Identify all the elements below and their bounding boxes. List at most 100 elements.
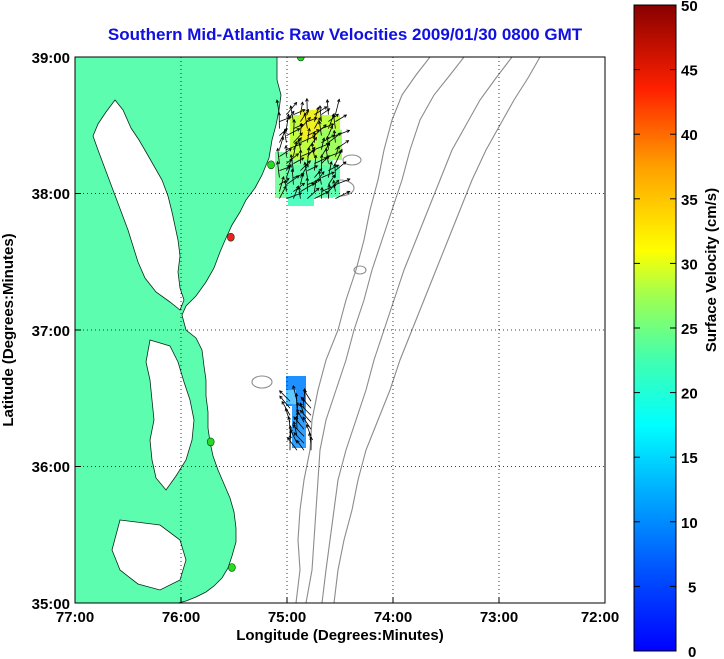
velocity-arrow: [335, 130, 350, 136]
velocity-arrowhead: [319, 154, 324, 158]
velocity-arrowhead: [346, 129, 351, 133]
velocity-arrowhead: [289, 105, 293, 109]
velocity-arrow: [303, 390, 312, 402]
velocity-arrow: [292, 424, 305, 437]
velocity-arrow: [335, 178, 350, 185]
velocity-arrow: [293, 185, 299, 199]
velocity-arrow: [293, 157, 304, 164]
velocity-arrowhead: [324, 147, 329, 152]
x-tick-label: 72:00: [581, 609, 619, 626]
velocity-arrowhead: [307, 127, 311, 132]
velocity-arrowhead: [287, 436, 291, 441]
velocity-arrowhead: [320, 186, 324, 191]
velocity-arrow: [335, 114, 347, 122]
velocity-arrowhead: [285, 178, 290, 182]
velocity-arrow: [325, 148, 329, 164]
velocity-arrowhead: [276, 160, 280, 165]
velocity-arrow: [314, 180, 317, 192]
velocity-arrowhead: [288, 163, 292, 168]
velocity-arrowhead: [318, 168, 323, 172]
velocity-arrowhead: [332, 129, 337, 134]
velocity-arrowhead: [327, 183, 331, 188]
velocity-arrow: [279, 178, 290, 185]
velocity-arrowhead: [308, 432, 312, 436]
velocity-arrow: [300, 109, 309, 122]
velocity-arrow: [286, 143, 302, 150]
velocity-arrowhead: [335, 164, 340, 168]
velocity-arrowhead: [298, 137, 302, 141]
velocity-arrowhead: [315, 187, 320, 192]
velocity-arrowhead: [294, 392, 299, 397]
colorbar-label: Surface Velocity (cm/s): [703, 188, 720, 352]
velocity-arrowhead: [345, 140, 350, 144]
velocity-arrowhead: [317, 120, 322, 125]
colorbar-tick-marks: [634, 4, 676, 652]
velocity-arrow: [293, 132, 303, 143]
velocity-arrow: [321, 137, 325, 150]
velocity-arrowhead: [300, 172, 305, 177]
velocity-arrowhead: [303, 389, 308, 394]
colorbar-tick-label: 15: [681, 450, 698, 467]
velocity-arrowhead: [335, 179, 340, 184]
velocity-arrow: [298, 187, 301, 199]
velocity-arrowhead: [346, 190, 351, 195]
velocity-arrowhead: [331, 174, 336, 179]
velocity-arrowhead: [287, 416, 291, 420]
y-tick-label: 35:00: [32, 596, 70, 613]
x-tick-label: 76:00: [162, 609, 200, 626]
velocity-arrowhead: [335, 113, 340, 118]
velocity-arrow: [314, 143, 330, 150]
velocity-arrowhead: [325, 191, 329, 195]
colorbar-tick-label: 35: [681, 192, 698, 209]
velocity-arrow: [296, 440, 305, 451]
velocity-arrow: [279, 176, 285, 192]
velocity-arrowhead: [292, 385, 296, 389]
velocity-arrow: [279, 148, 292, 157]
velocity-arrowhead: [343, 114, 348, 118]
velocity-arrowhead: [300, 101, 304, 106]
velocity-arrowhead: [317, 117, 321, 121]
velocity-arrowhead: [325, 99, 330, 103]
velocity-arrowhead: [307, 146, 311, 151]
velocity-arrow: [279, 390, 291, 402]
velocity-arrow: [300, 396, 312, 409]
velocity-arrow: [290, 105, 294, 122]
velocity-arrow: [319, 105, 322, 122]
velocity-arrowhead: [330, 171, 335, 175]
x-tick-label: 77:00: [56, 609, 94, 626]
velocity-arrowhead: [316, 129, 320, 133]
velocity-arrowhead: [302, 416, 306, 421]
velocity-arrowhead: [336, 98, 341, 103]
station-marker: [227, 232, 235, 242]
colorbar-tick-label: 25: [681, 321, 698, 338]
velocity-arrowhead: [293, 101, 298, 106]
velocity-arrow: [333, 114, 336, 129]
velocity-arrow: [307, 165, 318, 171]
velocity-arrow: [318, 171, 322, 185]
velocity-arrowhead: [281, 176, 285, 180]
velocity-arrow: [300, 410, 312, 423]
velocity-arrow: [327, 136, 329, 150]
velocity-arrowhead: [311, 183, 315, 187]
velocity-arrowhead: [329, 161, 333, 165]
x-tick-label: 74:00: [374, 609, 412, 626]
velocity-arrowhead: [289, 153, 294, 158]
velocity-arrowhead: [297, 186, 301, 191]
velocity-arrow: [293, 416, 305, 430]
velocity-arrowhead: [281, 400, 285, 405]
velocity-arrowhead: [283, 179, 288, 184]
velocity-arrow: [284, 130, 287, 143]
velocity-arrow: [314, 117, 321, 129]
velocity-arrow: [314, 191, 329, 199]
velocity-arrow: [296, 409, 305, 423]
velocity-arrow: [290, 154, 294, 171]
colorbar-tick-labels: 50 45 40 35 30 25 20 15 10 5 0: [681, 0, 698, 659]
colorbar-tick-label: 30: [681, 256, 698, 273]
station-marker: [296, 57, 305, 62]
velocity-arrow: [314, 157, 328, 164]
station-marker: [228, 563, 236, 572]
velocity-arrow: [328, 113, 339, 122]
velocity-arrowhead: [325, 135, 330, 140]
velocity-arrowhead: [307, 160, 311, 164]
velocity-arrowhead: [297, 138, 301, 143]
